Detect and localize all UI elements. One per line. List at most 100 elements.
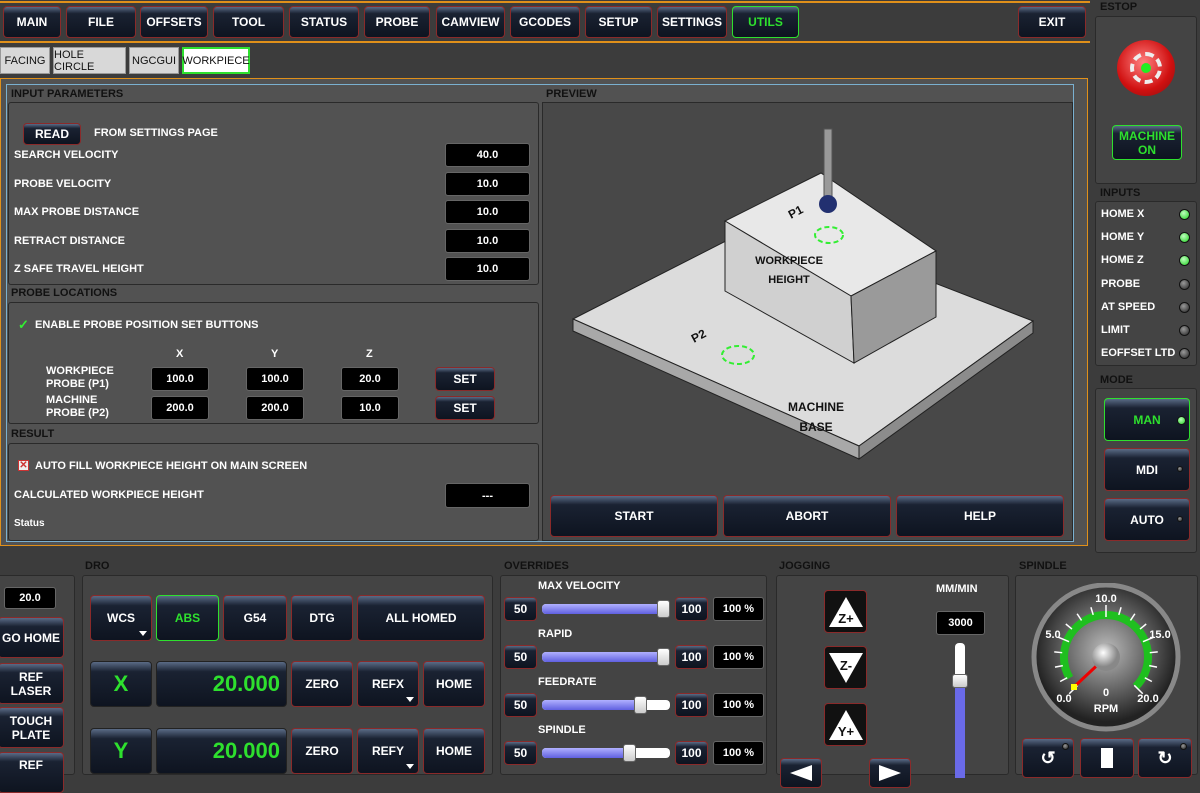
jog-rate-field[interactable]: 3000 xyxy=(936,611,985,635)
override-max-button[interactable]: 100 xyxy=(675,597,708,621)
probe-x-input[interactable]: 100.0 xyxy=(151,367,209,391)
override-min-button[interactable]: 50 xyxy=(504,741,537,765)
slider-handle[interactable] xyxy=(634,696,647,714)
override-slider[interactable] xyxy=(542,696,670,714)
nav-file-button[interactable]: FILE xyxy=(66,6,136,38)
spindle-cw-button[interactable]: ↻ xyxy=(1138,738,1192,778)
home-axis-button[interactable]: HOME xyxy=(423,661,485,707)
override-slider[interactable] xyxy=(542,600,670,618)
nav-settings-button[interactable]: SETTINGS xyxy=(657,6,727,38)
override-max-button[interactable]: 100 xyxy=(675,645,708,669)
tool-value-field[interactable]: 20.0 xyxy=(4,587,56,609)
axis-y-value[interactable]: 20.000 xyxy=(156,728,287,774)
nav-gcodes-button[interactable]: GCODES xyxy=(510,6,580,38)
p2-marker xyxy=(721,345,755,365)
zero-button[interactable]: ZERO xyxy=(291,661,353,707)
spindle-ccw-button[interactable]: ↺ xyxy=(1022,738,1074,778)
ref-axis-button[interactable]: REFX xyxy=(357,661,419,707)
jog-z-plus-button[interactable]: Z+ xyxy=(824,590,867,633)
ref-laser-button[interactable]: REF LASER xyxy=(0,663,64,704)
slider-handle[interactable] xyxy=(657,600,670,618)
spindle-stop-button[interactable] xyxy=(1080,738,1134,778)
probe-set-button[interactable]: SET xyxy=(435,367,495,391)
nav-main-button[interactable]: MAIN xyxy=(3,6,61,38)
tab-workpiece[interactable]: WORKPIECE xyxy=(182,47,250,74)
nav-offsets-button[interactable]: OFFSETS xyxy=(140,6,208,38)
probe-y-input[interactable]: 200.0 xyxy=(246,396,304,420)
mode-man-button[interactable]: MAN xyxy=(1104,398,1190,441)
workpiece-side xyxy=(850,250,937,364)
abs-button[interactable]: ABS xyxy=(156,595,219,641)
abort-button[interactable]: ABORT xyxy=(723,495,891,537)
tab-ngcgui[interactable]: NGCGUI xyxy=(129,47,179,74)
probe-z-input[interactable]: 10.0 xyxy=(341,396,399,420)
override-min-button[interactable]: 50 xyxy=(504,597,537,621)
tab-facing[interactable]: FACING xyxy=(0,47,50,74)
mode-mdi-button[interactable]: MDI xyxy=(1104,448,1190,491)
nav-status-button[interactable]: STATUS xyxy=(289,6,359,38)
probe-y-input[interactable]: 100.0 xyxy=(246,367,304,391)
ref-button[interactable]: REF xyxy=(0,752,64,793)
go-home-button[interactable]: GO HOME xyxy=(0,617,64,658)
wcs-button[interactable]: WCS xyxy=(90,595,152,641)
param-input[interactable]: 10.0 xyxy=(445,171,530,196)
probe-x-input[interactable]: 200.0 xyxy=(151,396,209,420)
axis-x-value[interactable]: 20.000 xyxy=(156,661,287,707)
jog-z-minus-button[interactable]: Z- xyxy=(824,646,867,689)
jog-x-minus-button[interactable] xyxy=(780,758,822,788)
gauge-tick-mark xyxy=(1054,664,1063,668)
param-input[interactable]: 10.0 xyxy=(445,257,530,281)
estop-button[interactable] xyxy=(1117,40,1175,96)
gauge-tick-0: 0.0 xyxy=(1056,693,1071,705)
touch-plate-button[interactable]: TOUCH PLATE xyxy=(0,707,64,748)
spindle-rpm-value: 0 xyxy=(1103,687,1109,699)
axis-y-label[interactable]: Y xyxy=(90,728,152,774)
autofill-checkbox[interactable]: ✕ xyxy=(18,460,29,471)
jog-slider-handle[interactable] xyxy=(952,673,968,688)
probe-set-button[interactable]: SET xyxy=(435,396,495,420)
start-button[interactable]: START xyxy=(550,495,718,537)
nav-utils-button[interactable]: UTILS xyxy=(732,6,799,38)
slider-handle[interactable] xyxy=(657,648,670,666)
nav-tool-button[interactable]: TOOL xyxy=(213,6,284,38)
nav-setup-button[interactable]: SETUP xyxy=(585,6,652,38)
dtg-button[interactable]: DTG xyxy=(291,595,353,641)
ref-axis-button[interactable]: REFY xyxy=(357,728,419,774)
param-input[interactable]: 40.0 xyxy=(445,143,530,167)
overrides-title: OVERRIDES xyxy=(504,560,569,572)
jog-x-plus-button[interactable] xyxy=(869,758,911,788)
mode-label: MAN xyxy=(1133,412,1161,427)
input-led-icon xyxy=(1179,278,1190,290)
nav-probe-button[interactable]: PROBE xyxy=(364,6,430,38)
all-homed-button[interactable]: ALL HOMED xyxy=(357,595,485,641)
nav-camview-button[interactable]: CAMVIEW xyxy=(436,6,505,38)
enable-checkbox[interactable]: ✓ xyxy=(18,317,29,332)
param-input[interactable]: 10.0 xyxy=(445,200,530,224)
override-min-button[interactable]: 50 xyxy=(504,693,537,717)
zero-button[interactable]: ZERO xyxy=(291,728,353,774)
probe-z-input[interactable]: 20.0 xyxy=(341,367,399,391)
p2-label: P2 xyxy=(689,326,709,345)
override-max-button[interactable]: 100 xyxy=(675,741,708,765)
input-label: HOME X xyxy=(1101,208,1145,220)
param-input[interactable]: 10.0 xyxy=(445,228,530,253)
jog-rate-slider[interactable] xyxy=(952,643,968,778)
slider-handle[interactable] xyxy=(623,744,636,762)
jog-units-label: MM/MIN xyxy=(936,583,978,595)
override-slider[interactable] xyxy=(542,648,670,666)
axis-x-label[interactable]: X xyxy=(90,661,152,707)
help-button[interactable]: HELP xyxy=(896,495,1064,537)
override-max-button[interactable]: 100 xyxy=(675,693,708,717)
g54-button[interactable]: G54 xyxy=(223,595,287,641)
mode-auto-button[interactable]: AUTO xyxy=(1104,498,1190,541)
param-label: RETRACT DISTANCE xyxy=(14,234,126,247)
jog-y-plus-button[interactable]: Y+ xyxy=(824,703,867,746)
tab-hole-circle[interactable]: HOLE CIRCLE xyxy=(53,47,126,74)
home-axis-button[interactable]: HOME xyxy=(423,728,485,774)
override-min-button[interactable]: 50 xyxy=(504,645,537,669)
read-button[interactable]: READ xyxy=(23,123,81,145)
jog-z-plus-label: Z+ xyxy=(838,611,854,626)
machine-on-button[interactable]: MACHINE ON xyxy=(1112,125,1182,160)
override-slider[interactable] xyxy=(542,744,670,762)
exit-button[interactable]: EXIT xyxy=(1018,6,1086,38)
